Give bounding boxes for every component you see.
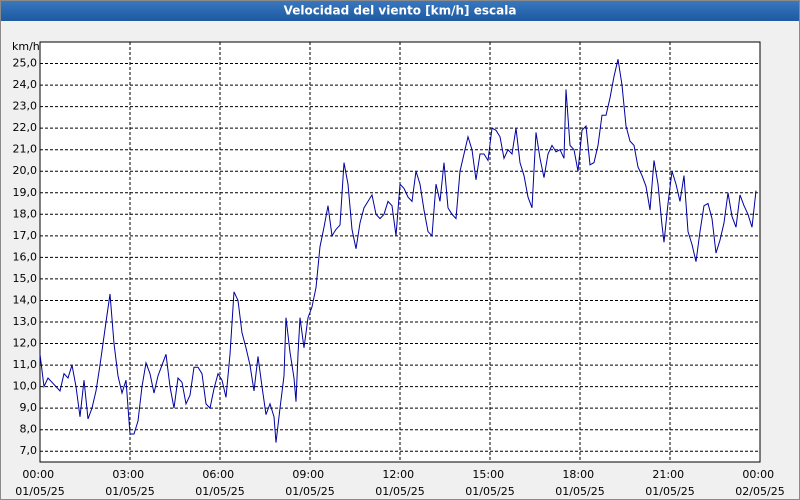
- y-tick-label: 21,0: [13, 143, 38, 156]
- y-tick-label: 14,0: [13, 293, 38, 306]
- y-tick-label: 12,0: [13, 337, 38, 350]
- chart-title: Velocidad del viento [km/h] escala: [284, 4, 517, 18]
- title-bar: [0, 0, 800, 21]
- y-tick-label: 24,0: [13, 78, 38, 91]
- y-tick-label: 11,0: [13, 358, 38, 371]
- y-tick-label: 8,0: [20, 423, 38, 436]
- y-tick-label: 23,0: [13, 100, 38, 113]
- data-line: [39, 59, 757, 443]
- y-tick-label: 19,0: [13, 186, 38, 199]
- x-tick-label: 00:00 01/05/25: [15, 468, 64, 498]
- y-tick-label: 13,0: [13, 315, 38, 328]
- x-tick-label: 15:00 01/05/25: [465, 468, 514, 498]
- x-tick-label: 21:00 01/05/25: [645, 468, 694, 498]
- y-tick-label: 22,0: [13, 121, 38, 134]
- y-axis-label: km/h: [12, 40, 40, 53]
- x-tick-label: 09:00 01/05/25: [285, 468, 334, 498]
- x-tick-label: 18:00 01/05/25: [555, 468, 604, 498]
- x-tick-label: 12:00 01/05/25: [375, 468, 424, 498]
- y-tick-label: 16,0: [13, 250, 38, 263]
- y-tick-label: 18,0: [13, 207, 38, 220]
- y-tick-label: 9,0: [20, 401, 38, 414]
- y-tick-label: 17,0: [13, 229, 38, 242]
- x-tick-label: 03:00 01/05/25: [105, 468, 154, 498]
- y-tick-label: 7,0: [20, 444, 38, 457]
- y-tick-label: 25,0: [13, 57, 38, 70]
- x-tick-label: 06:00 01/05/25: [195, 468, 244, 498]
- y-tick-label: 15,0: [13, 272, 38, 285]
- x-tick-label: 00:00 02/05/25: [735, 468, 784, 498]
- y-tick-label: 10,0: [13, 380, 38, 393]
- y-tick-label: 20,0: [13, 164, 38, 177]
